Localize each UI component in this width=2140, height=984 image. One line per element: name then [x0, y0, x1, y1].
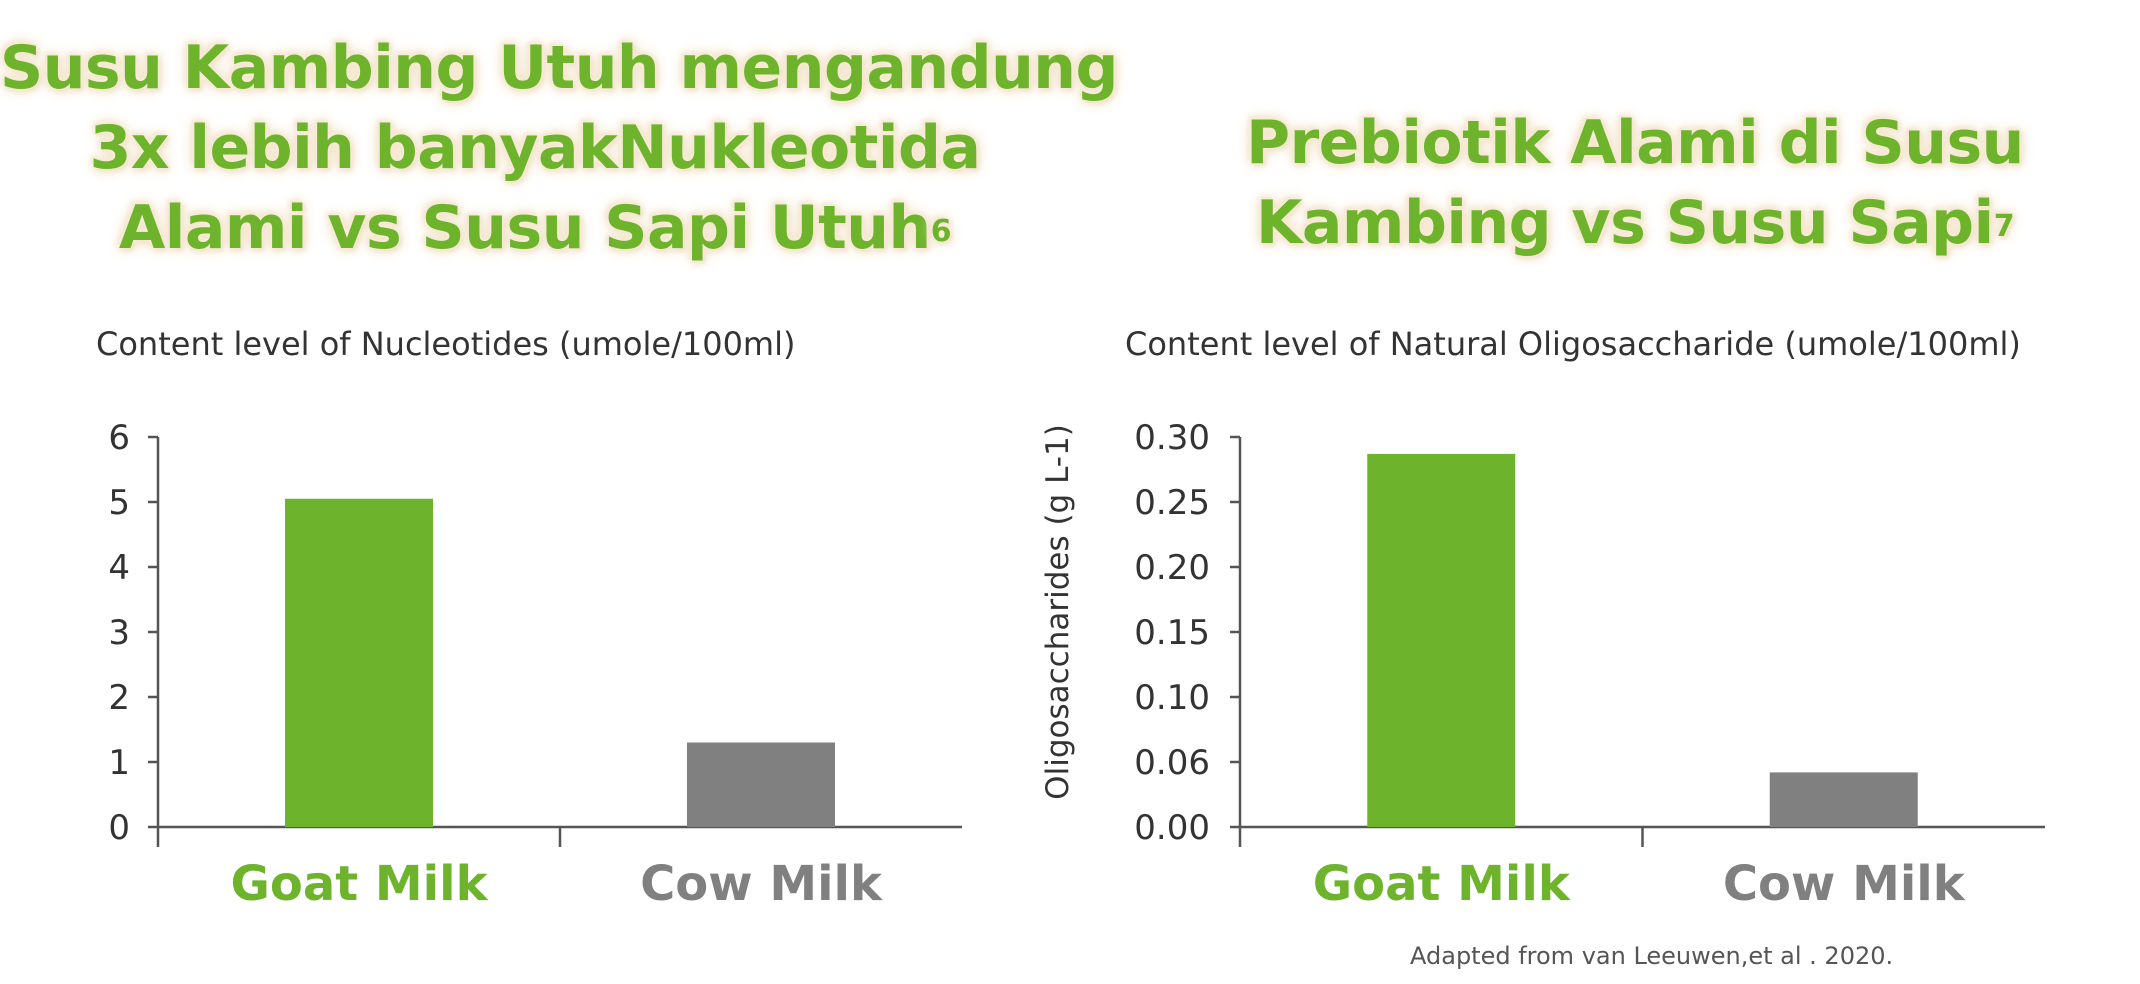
y-tick-label: 0.25 — [1134, 483, 1210, 523]
chart-title-oligosaccharide: Content level of Natural Oligosaccharide… — [1125, 325, 2021, 363]
source-note: Adapted from van Leeuwen,et al . 2020. — [1410, 942, 1894, 970]
y-tick-label: 0 — [108, 808, 130, 848]
category-label: Goat Milk — [1313, 856, 1571, 912]
y-tick-label: 0.15 — [1134, 613, 1210, 653]
y-tick-label: 1 — [108, 743, 130, 783]
y-tick-label: 0.20 — [1134, 548, 1210, 588]
y-axis-label: Oligosaccharides (g L-1) — [1040, 424, 1076, 800]
y-tick-label: 0.30 — [1134, 418, 1210, 458]
y-tick-label: 2 — [108, 678, 130, 718]
category-label: Cow Milk — [640, 856, 883, 912]
headline-text: Kambing vs Susu Sapi — [1255, 188, 1994, 258]
headline-line: Kambing vs Susu Sapi7 — [1130, 183, 2140, 263]
category-label: Goat Milk — [230, 856, 488, 912]
y-tick-label: 3 — [108, 613, 130, 653]
y-tick-label: 0.10 — [1134, 678, 1210, 718]
y-tick-label: 0.00 — [1134, 808, 1210, 848]
y-tick-label: 4 — [108, 548, 130, 588]
headline-text: Alami vs Susu Sapi Utuh — [118, 193, 931, 263]
y-tick-label: 0.06 — [1134, 743, 1210, 783]
category-label: Cow Milk — [1723, 856, 1966, 912]
bar-goat-milk — [1367, 453, 1516, 827]
headline-nucleotides: Susu Kambing Utuh mengandung 3x lebih ba… — [0, 28, 1118, 268]
footnote-marker: 6 — [930, 214, 952, 249]
y-tick-label: 5 — [108, 483, 130, 523]
headline-line: 3x lebih banyakNukleotida — [89, 113, 981, 183]
headline-line: Susu Kambing Utuh mengandung — [0, 33, 1118, 103]
headline-line: Alami vs Susu Sapi Utuh6 — [0, 188, 1070, 268]
footnote-marker: 7 — [1993, 209, 2015, 244]
bar-cow-milk — [1769, 772, 1918, 827]
chart-title-nucleotides: Content level of Nucleotides (umole/100m… — [96, 325, 796, 363]
bar-cow-milk — [687, 742, 835, 827]
headline-line: Prebiotik Alami di Susu — [1246, 108, 2024, 178]
bar-goat-milk — [285, 498, 433, 827]
headline-prebiotic: Prebiotik Alami di Susu Kambing vs Susu … — [1130, 103, 2140, 263]
y-tick-label: 6 — [108, 418, 130, 458]
